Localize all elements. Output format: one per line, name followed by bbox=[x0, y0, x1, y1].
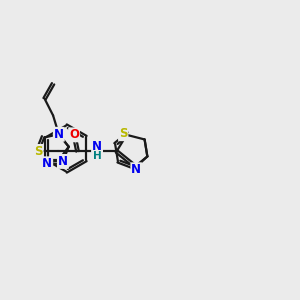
Text: S: S bbox=[34, 145, 43, 158]
Text: O: O bbox=[69, 128, 79, 141]
Text: S: S bbox=[119, 127, 128, 140]
Text: N: N bbox=[92, 140, 102, 153]
Text: N: N bbox=[58, 155, 68, 168]
Text: N: N bbox=[131, 163, 141, 176]
Text: N: N bbox=[42, 157, 52, 170]
Text: N: N bbox=[54, 128, 64, 141]
Text: H: H bbox=[93, 152, 101, 161]
